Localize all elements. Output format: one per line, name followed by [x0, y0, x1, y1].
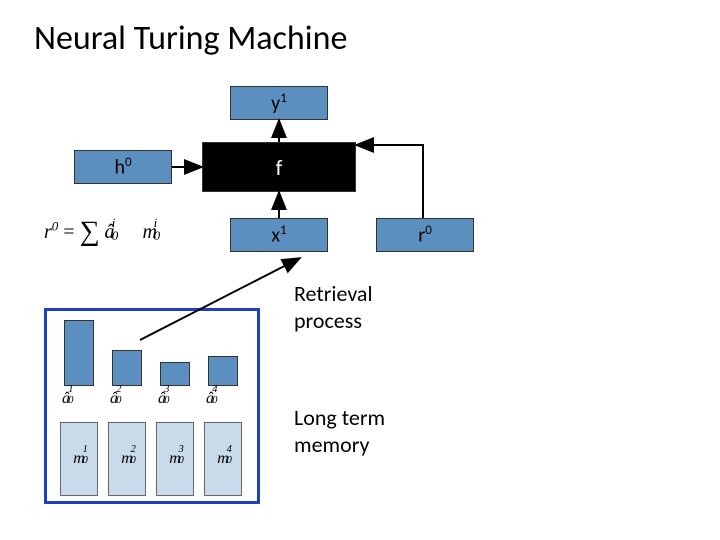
mem-cell-3: m30 [156, 422, 194, 496]
box-y1-label: y1 [271, 91, 287, 116]
box-h0-label: h0 [114, 155, 131, 180]
mem-cell-2: m20 [108, 422, 146, 496]
box-f-label: f [276, 154, 283, 181]
box-x1-label: x1 [271, 223, 286, 248]
page-title: Neural Turing Machine [34, 18, 347, 59]
attn-bar-2 [112, 350, 142, 386]
box-h0: h0 [74, 150, 172, 184]
attn-label-2: â20 [110, 390, 118, 408]
label-memory: Long term memory [294, 404, 385, 458]
label-memory-line1: Long term [294, 404, 385, 431]
box-x1: x1 [230, 218, 328, 252]
label-retrieval-line1: Retrieval [294, 280, 373, 307]
attn-label-4: â40 [206, 390, 214, 408]
attn-label-3: â30 [158, 390, 166, 408]
box-y1: y1 [230, 86, 328, 120]
attn-bar-3 [160, 362, 190, 386]
mem-cell-4: m40 [204, 422, 242, 496]
attn-bar-1 [64, 320, 94, 386]
label-memory-line2: memory [294, 431, 385, 458]
box-r0: r0 [376, 218, 474, 252]
mem-cell-1: m10 [60, 422, 98, 496]
label-retrieval: Retrieval process [294, 280, 373, 334]
label-retrieval-line2: process [294, 307, 373, 334]
box-f: f [202, 142, 356, 192]
box-r0-label: r0 [418, 223, 432, 248]
attn-bar-4 [208, 356, 238, 386]
formula: r0 = ∑ âi0 mi0 [44, 214, 157, 246]
attn-label-1: â10 [62, 390, 70, 408]
